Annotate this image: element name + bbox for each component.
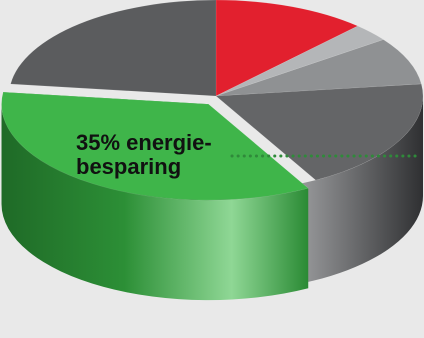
annotation-line-1: 35% energie-	[76, 131, 251, 155]
pie-slice-6	[11, 0, 216, 96]
annotation-line-2: besparing	[76, 155, 251, 179]
annotation-label: 35% energie- besparing	[76, 131, 251, 179]
